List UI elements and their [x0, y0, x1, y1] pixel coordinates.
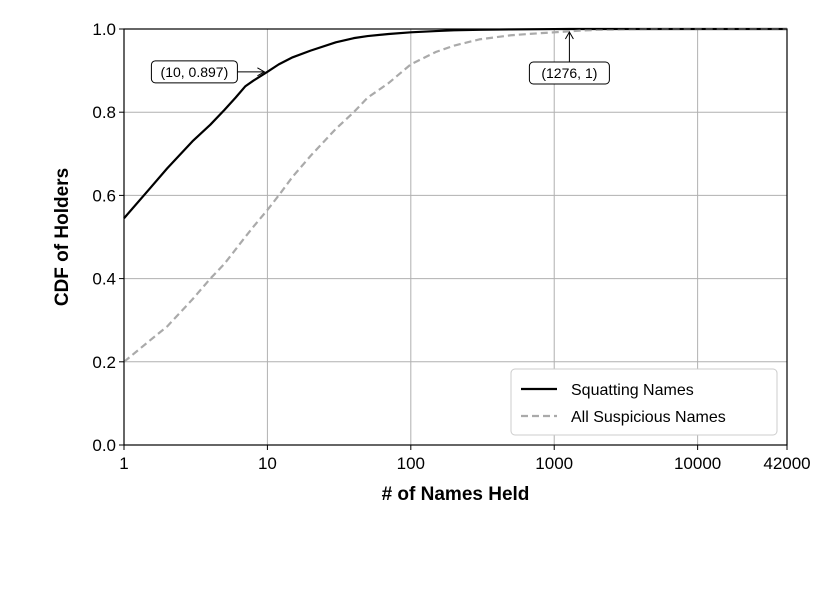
plot-frame [123, 28, 788, 446]
y-tick-label: 0.6 [92, 186, 116, 205]
legend: Squatting Names All Suspicious Names [510, 368, 778, 436]
annotations: (10, 0.897) (1276, 1) [150, 30, 610, 85]
y-tick-label: 1.0 [92, 20, 116, 39]
x-tick-label: 100 [397, 454, 425, 473]
y-tick-label: 0.0 [92, 436, 116, 455]
y-axis-title: CDF of Holders [52, 168, 73, 306]
series-line-squatting-names [123, 27, 787, 220]
annotation-arrow-head [257, 67, 266, 77]
x-axis-title: # of Names Held [382, 484, 530, 505]
x-tick-label: 1 [119, 454, 128, 473]
legend-label-all-suspicious-names: All Suspicious Names [571, 409, 726, 426]
x-tick-label: 1000 [535, 454, 573, 473]
series-line-all-suspicious-names [123, 27, 787, 363]
y-tick-label: 0.2 [92, 353, 116, 372]
y-tick-label: 0.8 [92, 103, 116, 122]
axis-ticks: 1 10 100 1000 10000 42000 0.0 0.2 0.4 0.6 0.8 1.0 [92, 20, 810, 473]
legend-label-squatting-names: Squatting Names [571, 382, 694, 399]
annotation-arrow-head [564, 30, 574, 40]
annotation-label: (1276, 1) [541, 65, 597, 81]
x-tick-label: 42000 [763, 454, 810, 473]
annotation-label: (10, 0.897) [161, 64, 229, 80]
y-tick-label: 0.4 [92, 270, 116, 289]
x-tick-label: 10 [258, 454, 277, 473]
x-tick-label: 10000 [674, 454, 721, 473]
legend-box [510, 368, 778, 436]
